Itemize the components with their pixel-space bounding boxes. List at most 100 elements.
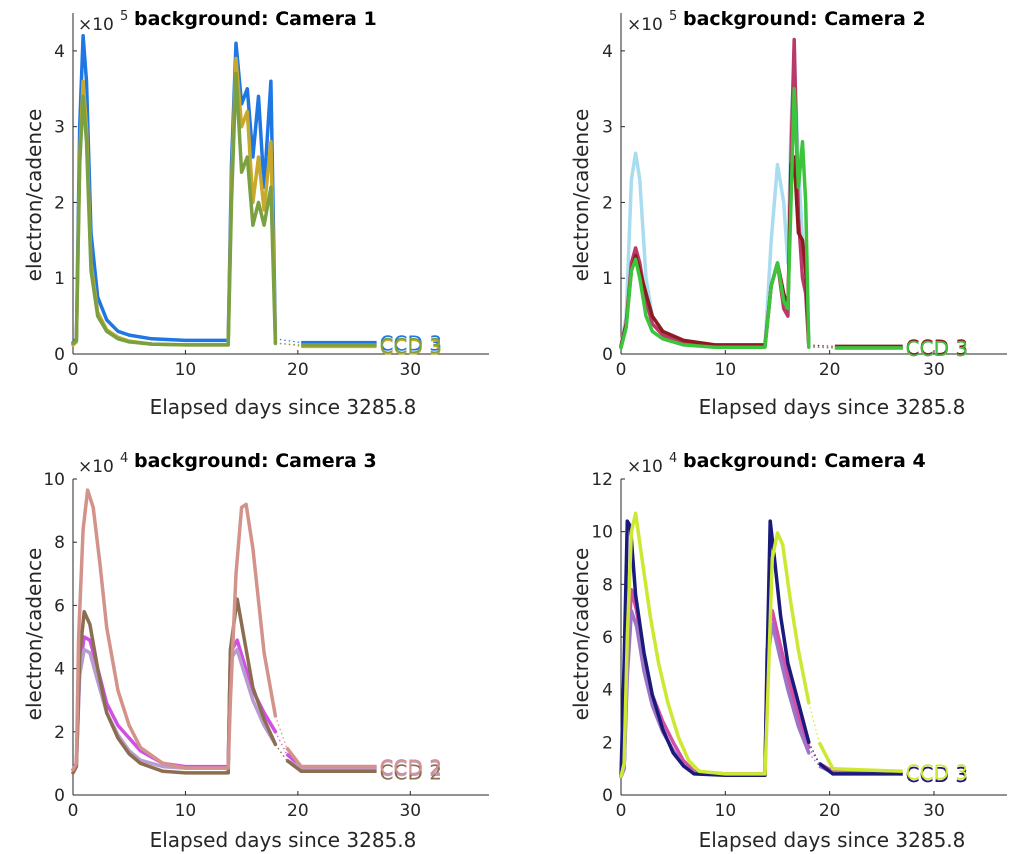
series-tail-4: [817, 741, 903, 774]
series-line-4: [619, 87, 811, 350]
y-tick-label: 0: [54, 786, 65, 806]
series-gap-1: [808, 747, 820, 764]
series-line-2: [71, 647, 278, 772]
series-end-label: CCD 2: [380, 757, 442, 781]
y-exponent: 5: [669, 9, 677, 24]
series-line-3: [71, 71, 278, 347]
chart-title: background: Camera 3: [134, 450, 377, 472]
y-tick-label: 1: [602, 269, 613, 289]
series-gap-2: [808, 752, 820, 767]
x-tick-label: 0: [616, 801, 627, 821]
y-tick-label: 2: [602, 193, 613, 213]
series-gap-2: [808, 345, 835, 349]
series-end-label: CCD 3: [906, 337, 968, 361]
y-tick-label: 3: [602, 118, 613, 138]
chart-title: background: Camera 4: [683, 450, 926, 472]
series-tail-3: [285, 758, 377, 774]
x-tick-label: 30: [923, 360, 945, 380]
x-tick-label: 0: [616, 360, 627, 380]
y-tick-label: 10: [43, 470, 65, 490]
series-line-1: [71, 635, 278, 772]
series-tail-4: [285, 746, 377, 769]
series-end-label: CCD 3: [906, 763, 968, 787]
y-tick-label: 4: [602, 681, 613, 701]
y-axis-label: electron/cadence: [569, 109, 593, 282]
panel-camera-3: ×10 4 background: Camera 3 electron/cade…: [22, 450, 489, 852]
series-line-4: [619, 511, 811, 779]
panel-camera-4: ×10 4 background: Camera 4 electron/cade…: [569, 450, 1007, 852]
y-exponent-label: ×10: [78, 15, 114, 35]
series-gap-3: [274, 744, 288, 761]
series-line-3: [71, 597, 278, 775]
series-end-label: CCD 3: [380, 332, 442, 356]
y-exponent-label: ×10: [627, 15, 663, 35]
series-end-label: CCD 3: [380, 334, 442, 358]
x-tick-label: 20: [287, 801, 309, 821]
x-tick-label: 30: [399, 360, 421, 380]
series-tail-3: [818, 762, 903, 776]
x-axis-label: Elapsed days since 3285.8: [699, 395, 966, 419]
y-tick-label: 0: [602, 786, 613, 806]
y-tick-label: 6: [602, 628, 613, 648]
panel-camera-1: ×10 5 background: Camera 1 electron/cade…: [22, 8, 489, 419]
y-axis-label: electron/cadence: [569, 548, 593, 721]
x-tick-label: 10: [715, 360, 737, 380]
chart-title: background: Camera 1: [134, 8, 377, 30]
series-end-label: CCD 3: [906, 763, 968, 787]
series-line-1: [619, 587, 811, 779]
y-tick-label: 2: [54, 723, 65, 743]
x-tick-label: 10: [715, 801, 737, 821]
series-end-label: CCD 2: [380, 756, 442, 780]
y-tick-label: 4: [54, 660, 65, 680]
x-tick-label: 30: [923, 801, 945, 821]
y-tick-label: 2: [54, 193, 65, 213]
series-end-label: CCD 3: [380, 335, 442, 359]
series-end-label: CCD 3: [906, 335, 968, 359]
x-tick-label: 0: [68, 360, 79, 380]
series-line-4: [71, 488, 278, 772]
series-gap-4: [808, 346, 835, 349]
x-tick-label: 20: [287, 360, 309, 380]
x-axis-label: Elapsed days since 3285.8: [699, 828, 966, 852]
x-axis-label: Elapsed days since 3285.8: [150, 828, 417, 852]
series-gap-3: [808, 344, 835, 348]
series-line-2: [71, 56, 278, 347]
x-axis-label: Elapsed days since 3285.8: [150, 395, 417, 419]
y-axis-label: electron/cadence: [22, 548, 46, 721]
y-exponent: 4: [669, 451, 677, 466]
series-end-label: CCD 2: [380, 756, 442, 780]
y-tick-label: 8: [602, 575, 613, 595]
series-gap-4: [808, 702, 820, 743]
series-gap-1: [275, 338, 302, 344]
x-tick-label: 0: [68, 801, 79, 821]
y-axis-label: electron/cadence: [22, 109, 46, 282]
x-tick-label: 30: [399, 801, 421, 821]
y-tick-label: 4: [54, 42, 65, 62]
y-tick-label: 12: [591, 470, 613, 490]
y-tick-label: 8: [54, 533, 65, 553]
y-tick-label: 1: [54, 269, 65, 289]
series-end-label: CCD 3: [906, 337, 968, 361]
series-line-2: [619, 608, 811, 779]
series-end-label: CCD 3: [906, 337, 968, 361]
series-gap-4: [274, 715, 288, 748]
series-line-1: [71, 33, 278, 345]
y-tick-label: 6: [54, 596, 65, 616]
y-tick-label: 0: [54, 345, 65, 365]
chart-title: background: Camera 2: [683, 8, 926, 30]
y-tick-label: 2: [602, 733, 613, 753]
x-tick-label: 10: [175, 801, 197, 821]
y-tick-label: 4: [602, 42, 613, 62]
series-end-label: CCD 3: [906, 763, 968, 787]
x-tick-label: 20: [819, 360, 841, 380]
series-end-label: CCD 2: [380, 760, 442, 784]
x-tick-label: 20: [819, 801, 841, 821]
y-tick-label: 0: [602, 345, 613, 365]
series-gap-3: [275, 342, 302, 346]
y-tick-label: 3: [54, 118, 65, 138]
series-gap-1: [808, 345, 835, 349]
y-exponent-label: ×10: [78, 457, 114, 477]
y-exponent: 4: [120, 451, 128, 466]
y-exponent: 5: [120, 9, 128, 24]
